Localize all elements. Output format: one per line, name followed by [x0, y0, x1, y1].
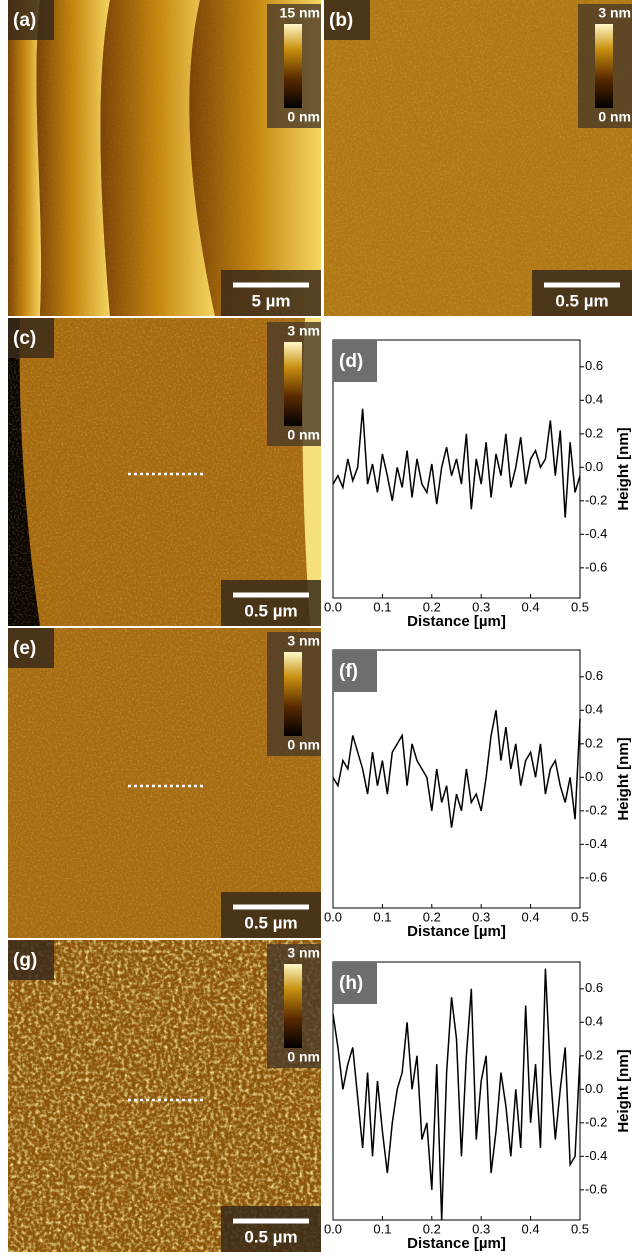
panel-label: (e) — [13, 638, 36, 659]
scalebar-box — [221, 1206, 321, 1252]
x-tick-label: 0.3 — [472, 1221, 490, 1236]
label-box — [8, 318, 54, 358]
label-box — [333, 650, 377, 692]
colorbar-max: 3 nm — [287, 323, 320, 339]
profile-line — [332, 408, 581, 518]
y-tick-label: -0.6 — [585, 869, 607, 884]
x-tick-label: 0.2 — [423, 599, 441, 614]
afm-image-e — [8, 628, 321, 938]
panel-label: (g) — [13, 950, 37, 971]
scalebar-label: 0.5 µm — [244, 913, 297, 932]
x-axis-label: Distance [µm] — [407, 923, 506, 940]
panel-label: (c) — [13, 328, 36, 349]
scalebar-label: 0.5 µm — [244, 1227, 297, 1246]
x-tick-label: 0.0 — [324, 599, 342, 614]
x-axis-label: Distance [µm] — [407, 613, 506, 630]
colorbar-min: 0 nm — [287, 109, 320, 125]
panel-label: (d) — [339, 351, 363, 372]
label-box — [8, 940, 54, 980]
y-tick-label: 0.2 — [585, 735, 603, 750]
y-tick-label: 0.2 — [585, 1047, 603, 1062]
y-tick-label: -0.4 — [585, 1148, 607, 1163]
profile-line — [332, 710, 581, 828]
x-tick-label: 0.3 — [472, 909, 490, 924]
y-tick-label: 0.4 — [585, 1014, 603, 1029]
scalebar-box — [221, 892, 321, 938]
scalebar-label: 0.5 µm — [244, 601, 297, 620]
y-tick-label: 0.0 — [585, 769, 603, 784]
y-axis-label: Height [nm] — [615, 1049, 632, 1132]
x-tick-label: 0.2 — [423, 1221, 441, 1236]
y-tick-label: 0.0 — [585, 1081, 603, 1096]
y-tick-label: -0.2 — [585, 1114, 607, 1129]
y-tick-label: -0.2 — [585, 492, 607, 507]
colorbar-min: 0 nm — [598, 109, 631, 125]
colorbar-min: 0 nm — [287, 1049, 320, 1065]
x-tick-label: 0.3 — [472, 599, 490, 614]
x-tick-label: 0.1 — [373, 909, 391, 924]
scalebar-box — [221, 580, 321, 626]
plot-frame — [332, 961, 581, 1221]
y-tick-label: -0.6 — [585, 1181, 607, 1196]
colorbar — [284, 24, 302, 108]
y-tick-label: 0.6 — [585, 980, 603, 995]
y-axis-label: Height [nm] — [615, 737, 632, 820]
x-tick-label: 0.4 — [522, 909, 540, 924]
x-tick-label: 0.0 — [324, 1221, 342, 1236]
panel-label: (a) — [13, 10, 36, 31]
label-box — [333, 962, 377, 1004]
scalebar-box — [532, 270, 632, 316]
x-tick-label: 0.1 — [373, 1221, 391, 1236]
colorbar — [284, 342, 302, 426]
label-box — [8, 628, 54, 668]
y-tick-label: -0.2 — [585, 802, 607, 817]
x-tick-label: 0.5 — [571, 1221, 589, 1236]
y-tick-label: 0.4 — [585, 702, 603, 717]
label-box — [324, 0, 370, 40]
plot-frame — [332, 649, 581, 909]
x-tick-label: 0.5 — [571, 599, 589, 614]
label-box — [333, 340, 377, 382]
y-tick-label: 0.0 — [585, 459, 603, 474]
y-tick-label: -0.4 — [585, 836, 607, 851]
panel-label: (b) — [329, 10, 353, 31]
x-tick-label: 0.4 — [522, 599, 540, 614]
label-box — [8, 0, 54, 40]
y-tick-label: -0.4 — [585, 526, 607, 541]
y-tick-label: 0.4 — [585, 392, 603, 407]
x-tick-label: 0.1 — [373, 599, 391, 614]
panel-label: (h) — [339, 973, 363, 994]
plot-frame — [332, 339, 581, 599]
colorbar — [595, 24, 613, 108]
scalebar-label: 0.5 µm — [555, 291, 608, 310]
panel-label: (f) — [339, 661, 358, 682]
colorbar-min: 0 nm — [287, 427, 320, 443]
profile-line — [332, 968, 581, 1221]
x-tick-label: 0.0 — [324, 909, 342, 924]
scalebar-label: 5 µm — [251, 291, 290, 310]
x-tick-label: 0.2 — [423, 909, 441, 924]
y-tick-label: 0.2 — [585, 425, 603, 440]
colorbar-max: 3 nm — [287, 945, 320, 961]
y-tick-label: 0.6 — [585, 358, 603, 373]
colorbar-max: 3 nm — [287, 633, 320, 649]
x-tick-label: 0.5 — [571, 909, 589, 924]
colorbar-max: 15 nm — [280, 5, 320, 21]
x-tick-label: 0.4 — [522, 1221, 540, 1236]
colorbar-max: 3 nm — [598, 5, 631, 21]
y-tick-label: -0.6 — [585, 559, 607, 574]
colorbar-min: 0 nm — [287, 737, 320, 753]
colorbar — [284, 652, 302, 736]
colorbar — [284, 964, 302, 1048]
scalebar-box — [221, 270, 321, 316]
x-axis-label: Distance [µm] — [407, 1235, 506, 1252]
y-tick-label: 0.6 — [585, 668, 603, 683]
y-axis-label: Height [nm] — [615, 427, 632, 510]
